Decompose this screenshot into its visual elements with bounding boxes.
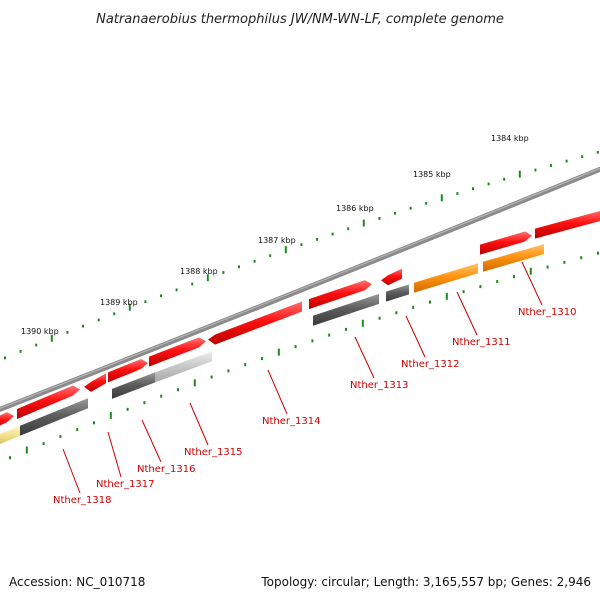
gene-label-1310: Nther_1310 [518,307,576,318]
leader-line [456,291,478,336]
nther-1318-gene[interactable] [17,385,80,419]
nther-1313-cds[interactable] [313,293,379,326]
accession-text: Accession: NC_010718 [9,575,146,589]
ruler-label-1385: 1385 kbp [413,170,451,179]
nther-1314-gene[interactable] [208,301,302,345]
ruler-label-1388: 1388 kbp [180,267,218,276]
page-title: Natranaerobius thermophilus JW/NM-WN-LF,… [96,12,504,27]
leader-line [267,369,288,415]
nther-1312-cds[interactable] [386,284,409,302]
gene-label-1314: Nther_1314 [262,416,320,427]
ruler-label-1386: 1386 kbp [336,204,374,213]
ruler-label-1387: 1387 kbp [258,236,296,245]
genome-summary-text: Topology: circular; Length: 3,165,557 bp… [261,575,591,589]
gene-track [0,210,600,448]
ruler-labels: 1384 kbp 1385 kbp 1386 kbp 1387 kbp 1388… [21,134,529,336]
ruler-label-1389: 1389 kbp [100,298,138,307]
nther-1310-cds[interactable] [483,244,544,272]
leader-line [141,419,162,463]
leader-line [107,431,122,478]
nther-1315-cds[interactable] [151,351,212,384]
gene-label-1313: Nther_1313 [350,380,408,391]
leader-line [521,261,543,306]
gene-label-1317: Nther_1317 [96,479,154,490]
leader-line [405,315,426,358]
gene-labels: Nther_1310 Nther_1311 Nther_1312 Nther_1… [53,307,576,506]
nther-1311-gene[interactable] [480,231,532,255]
leader-line [189,402,209,446]
ruler [4,150,599,360]
ruler-label-1384: 1384 kbp [491,134,529,143]
nther-1318-cds[interactable] [20,398,88,436]
gene-label-1311: Nther_1311 [452,337,510,348]
ruler-label-1390: 1390 kbp [21,327,59,336]
leader-line [354,336,375,379]
gene-label-1318: Nther_1318 [53,495,111,506]
nther-1317-gene[interactable] [84,373,106,392]
gene-label-1315: Nther_1315 [184,447,242,458]
nther-1316-gene[interactable] [108,359,148,383]
nther-1313-gene[interactable] [309,280,372,310]
nther-1310-gene[interactable] [535,210,600,239]
nther-1316-cds[interactable] [112,372,155,399]
partial-gene-cds[interactable] [0,425,20,448]
nther-1315-gene[interactable] [149,337,206,367]
leader-line [62,448,81,494]
inner-ticks [9,251,599,460]
nther-1312-gene[interactable] [381,268,402,286]
nther-1311-cds[interactable] [414,263,478,293]
gene-label-1316: Nther_1316 [137,464,195,475]
label-leaders [62,261,543,494]
gene-label-1312: Nther_1312 [401,359,459,370]
genome-backbone [0,166,600,413]
partial-gene-gene[interactable] [0,412,14,430]
genome-backbone-highlight [0,167,600,409]
